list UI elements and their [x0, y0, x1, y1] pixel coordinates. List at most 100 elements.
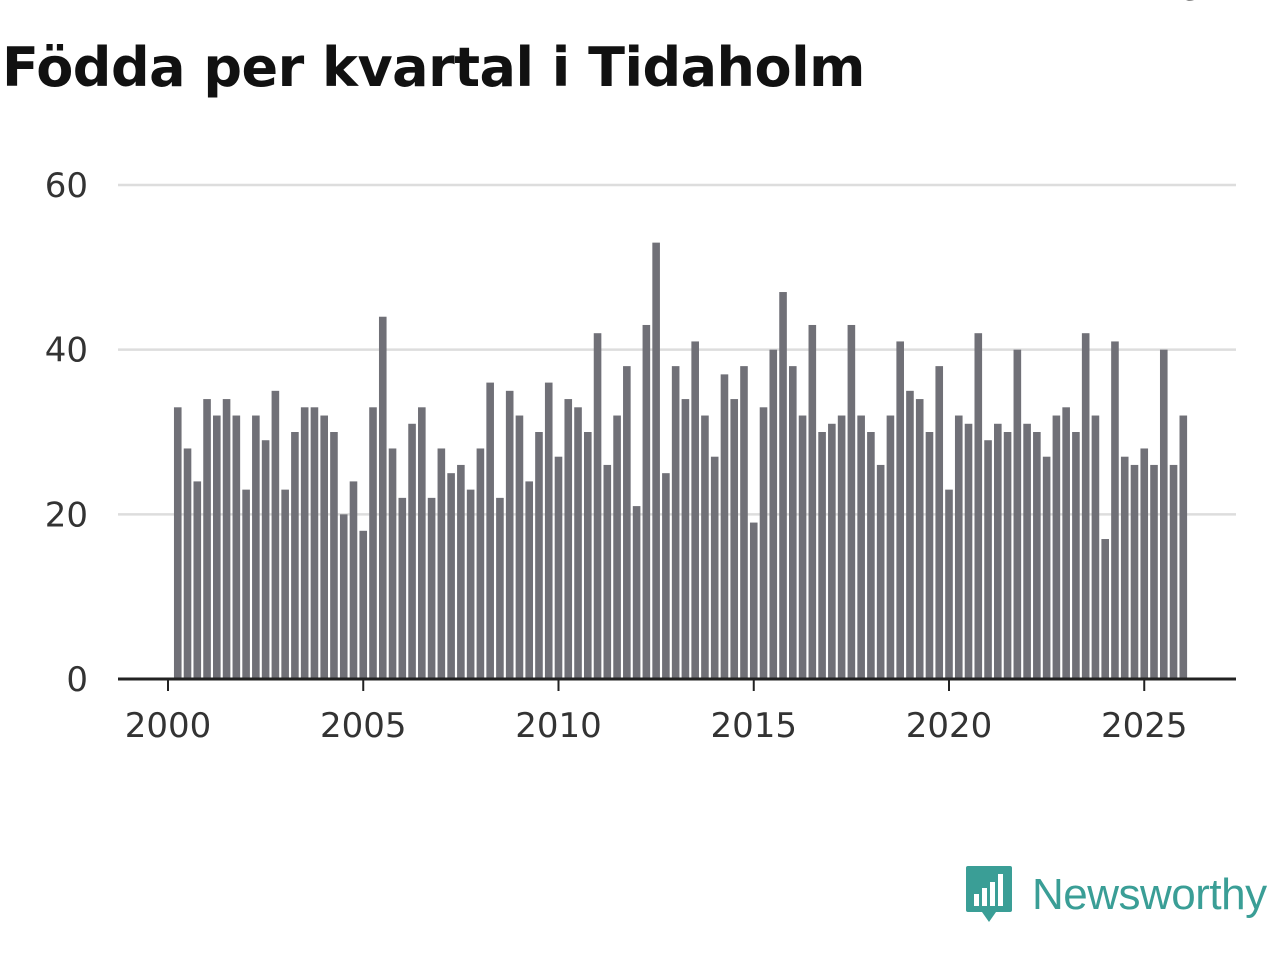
bar [779, 292, 787, 679]
bar [828, 423, 836, 679]
bar [193, 481, 202, 679]
bar [535, 432, 543, 679]
bar [935, 366, 944, 679]
y-tick-label: 0 [66, 660, 88, 700]
bar [710, 456, 719, 679]
bar [574, 407, 582, 679]
bar [222, 399, 231, 679]
annotations: 32 [1168, 0, 1223, 18]
bar [925, 432, 934, 679]
bar [1140, 448, 1149, 679]
bar [1023, 423, 1031, 679]
bar [847, 324, 856, 679]
bar [349, 481, 358, 679]
bar [496, 497, 504, 679]
x-axis-ticks: 2000 2005 2010 2015 2020 2025 [125, 679, 1188, 746]
bar [1052, 415, 1061, 679]
bar [505, 390, 514, 679]
bar [447, 473, 455, 679]
bar [466, 489, 475, 679]
bar [1013, 349, 1022, 679]
bar [1003, 432, 1012, 679]
bar [681, 399, 690, 679]
bar [749, 522, 758, 679]
bar [232, 415, 241, 679]
bar [759, 407, 768, 679]
bar [1101, 539, 1109, 679]
bar [1120, 456, 1129, 679]
bar [1042, 456, 1051, 679]
bar [652, 242, 660, 679]
bar [544, 382, 553, 679]
bar [388, 448, 397, 679]
bar [593, 333, 602, 679]
bar [369, 407, 377, 679]
bar [310, 407, 319, 679]
y-tick-label: 40 [45, 331, 88, 371]
bar [1169, 464, 1178, 679]
bar [330, 432, 338, 679]
bar [1072, 432, 1080, 679]
bar [339, 514, 348, 679]
bar [281, 489, 289, 679]
bar [252, 415, 260, 679]
y-tick-label: 20 [45, 495, 88, 535]
bar [1150, 464, 1158, 679]
bar [896, 341, 904, 679]
bar [271, 390, 280, 679]
chart-title: Födda per kvartal i Tidaholm [2, 36, 865, 99]
bar [740, 366, 748, 679]
bar [915, 399, 924, 679]
bar [662, 473, 670, 679]
bar [291, 432, 299, 679]
x-tick-label: 2010 [515, 706, 602, 746]
bar [486, 382, 494, 679]
bar [837, 415, 846, 679]
bar [994, 423, 1002, 679]
bar [642, 324, 651, 679]
bar [691, 341, 699, 679]
bar [984, 440, 992, 679]
x-tick-label: 2000 [125, 706, 212, 746]
bar [183, 448, 192, 679]
bar [603, 464, 612, 679]
bar [1130, 464, 1139, 679]
bar [876, 464, 885, 679]
bar [554, 456, 563, 679]
bar [613, 415, 621, 679]
bar [203, 399, 211, 679]
bar [564, 399, 573, 679]
newsworthy-logo-icon [966, 866, 1012, 922]
bar [408, 423, 416, 679]
bar [525, 481, 534, 679]
bar [701, 415, 709, 679]
bar [378, 316, 387, 679]
bar [954, 415, 963, 679]
bar [418, 407, 426, 679]
bar [1111, 341, 1119, 679]
bar [789, 366, 797, 679]
bar [857, 415, 865, 679]
bar [457, 464, 465, 679]
bar [808, 324, 817, 679]
x-tick-label: 2015 [710, 706, 797, 746]
bar [242, 489, 250, 679]
bar [173, 407, 182, 679]
bar [359, 530, 368, 679]
bar [1081, 333, 1090, 679]
bar [437, 448, 446, 679]
bar [720, 374, 729, 679]
bar [398, 497, 407, 679]
bar [213, 415, 221, 679]
bar [945, 489, 953, 679]
bar [730, 399, 739, 679]
bar [798, 415, 807, 679]
x-tick-label: 2025 [1101, 706, 1188, 746]
bar [632, 506, 641, 679]
brand-footer: Newsworthy [964, 864, 1267, 926]
bar [769, 349, 778, 679]
bar [1033, 432, 1041, 679]
bar [623, 366, 631, 679]
brand-name: Newsworthy [1032, 870, 1267, 919]
